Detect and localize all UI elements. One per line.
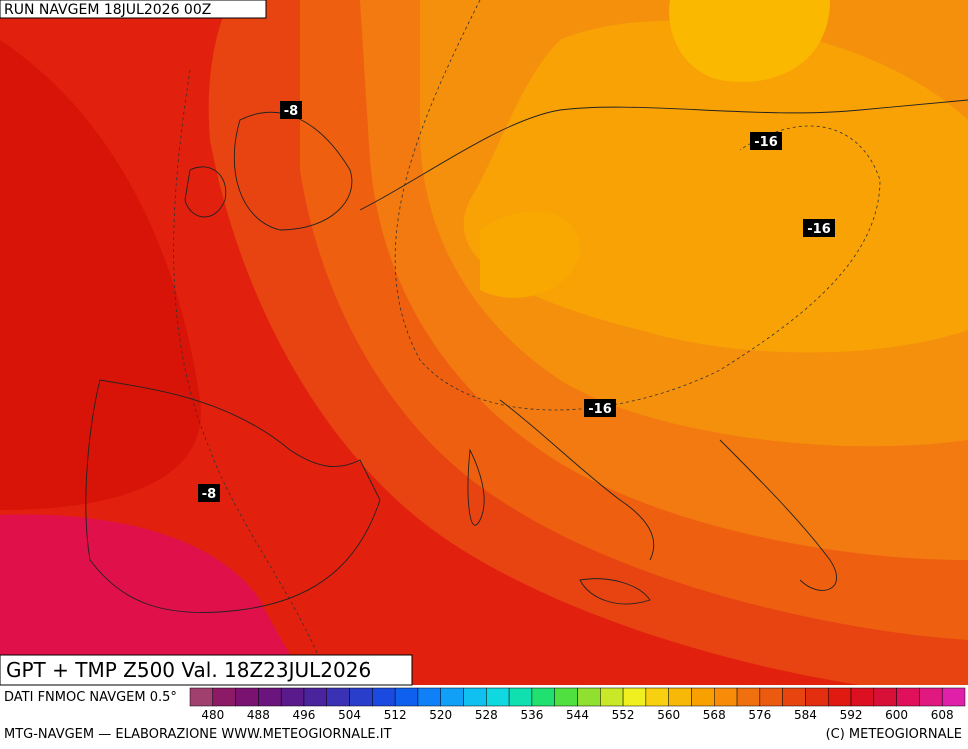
color-swatch <box>827 687 852 707</box>
color-swatch <box>645 687 669 707</box>
color-swatch <box>235 687 259 707</box>
colorbar-tick-label: 592 <box>840 708 863 722</box>
footer-left: MTG-NAVGEM — ELABORAZIONE WWW.METEOGIORN… <box>4 727 392 742</box>
colorbar-tick-label: 568 <box>703 708 726 722</box>
color-swatch <box>600 687 624 707</box>
colorbar-tick-label: 512 <box>384 708 407 722</box>
color-swatch <box>577 687 601 707</box>
run-box <box>0 0 267 19</box>
color-swatch <box>326 687 350 707</box>
field-band <box>669 0 830 82</box>
color-swatch <box>372 687 396 707</box>
color-swatch <box>280 687 305 707</box>
contour-label: -8 <box>202 487 216 502</box>
color-swatch <box>531 687 555 707</box>
coastlines <box>85 99 968 613</box>
field-band <box>0 40 201 510</box>
color-swatch <box>417 687 441 707</box>
footer-right: (C) METEOGIORNALE <box>826 727 962 742</box>
colorbar: 480 488 496 504 512 520 528 536 544 552 560 568 576 5… <box>189 687 966 722</box>
color-swatch <box>463 687 487 707</box>
color-swatch <box>212 687 236 707</box>
contour-label-group: -8 -8 -16 -16 -16 <box>198 101 835 502</box>
color-swatch <box>349 687 373 707</box>
contour-label: -8 <box>284 104 298 119</box>
color-swatch <box>394 687 419 707</box>
colorbar-tick-label: 528 <box>475 708 498 722</box>
colorbar-tick-label: 520 <box>429 708 452 722</box>
title-box <box>0 654 413 686</box>
colorbar-tick-label: 576 <box>748 708 771 722</box>
contour-label: -16 <box>807 222 831 237</box>
color-swatch <box>805 687 829 707</box>
color-swatch <box>622 687 647 707</box>
colorbar-tick-label: 480 <box>201 708 224 722</box>
color-swatch <box>189 687 214 707</box>
contour-label: -16 <box>588 402 612 417</box>
color-swatch <box>850 687 875 707</box>
colorbar-tick-label: 608 <box>931 708 954 722</box>
contour-label: -16 <box>754 135 778 150</box>
temperature-contours <box>173 0 881 686</box>
color-swatch <box>941 687 966 707</box>
colorbar-tick-label: 600 <box>885 708 908 722</box>
run-label: RUN NAVGEM 18JUL2026 00Z <box>4 2 211 18</box>
color-swatch <box>919 687 943 707</box>
color-swatch <box>486 687 510 707</box>
color-swatch <box>736 687 761 707</box>
color-swatch <box>258 687 282 707</box>
colorbar-tick-label: 536 <box>520 708 543 722</box>
field-band <box>0 514 310 685</box>
color-swatch <box>691 687 715 707</box>
title: GPT + TMP Z500 Val. 18Z23JUL2026 <box>6 658 371 682</box>
colorbar-tick-label: 552 <box>612 708 635 722</box>
field-band <box>463 20 968 353</box>
color-swatch <box>896 687 920 707</box>
field-band <box>480 211 580 298</box>
color-swatch <box>303 687 328 707</box>
colorbar-tick-label: 584 <box>794 708 817 722</box>
color-swatch <box>668 687 692 707</box>
color-swatch <box>759 687 783 707</box>
colorbar-tick-label: 560 <box>657 708 680 722</box>
colorbar-tick-label: 504 <box>338 708 361 722</box>
color-swatch <box>554 687 578 707</box>
color-swatch <box>508 687 533 707</box>
color-swatch <box>714 687 738 707</box>
color-swatch <box>440 687 464 707</box>
colorbar-tick-label: 488 <box>247 708 270 722</box>
color-swatch <box>873 687 897 707</box>
colorbar-tick-label: 496 <box>293 708 316 722</box>
source-label: DATI FNMOC NAVGEM 0.5° <box>4 690 177 705</box>
color-swatch <box>782 687 806 707</box>
colorbar-tick-label: 544 <box>566 708 589 722</box>
